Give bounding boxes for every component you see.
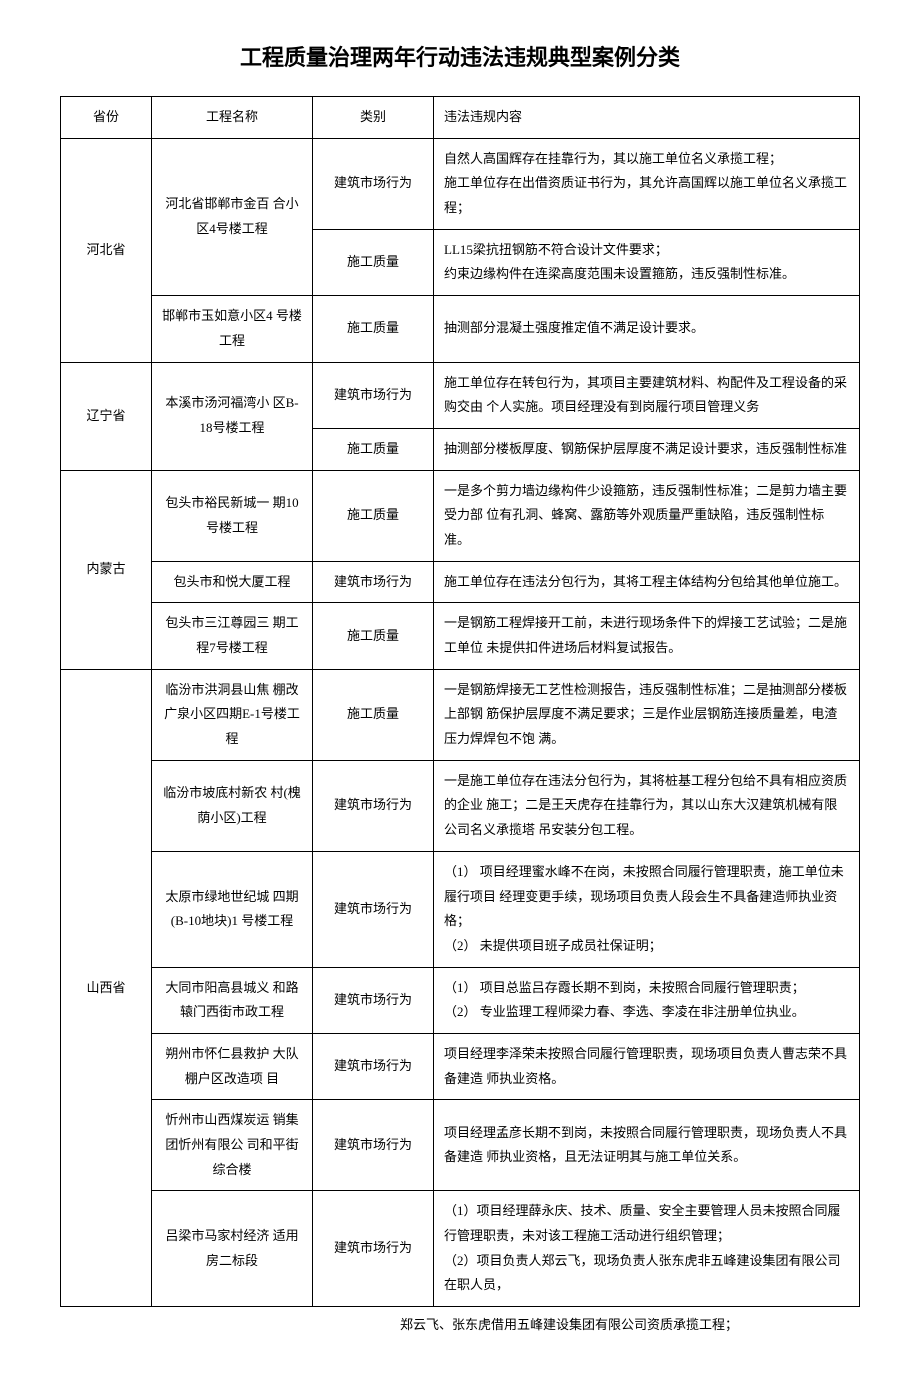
cell-project: 大同市阳高县城义 和路辕门西街市政工程	[152, 967, 313, 1033]
cell-category: 施工质量	[313, 669, 434, 760]
cell-content: LL15梁抗扭钢筋不符合设计文件要求； 约束边缘构件在连梁高度范围未设置箍筋，违…	[434, 229, 860, 295]
cell-category: 建筑市场行为	[313, 1100, 434, 1191]
cell-content: 自然人高国辉存在挂靠行为，其以施工单位名义承揽工程； 施工单位存在出借资质证书行…	[434, 138, 860, 229]
cell-content: 项目经理李泽荣未按照合同履行管理职责，现场项目负责人曹志荣不具备建造 师执业资格…	[434, 1033, 860, 1099]
cases-table: 省份 工程名称 类别 违法违规内容 河北省河北省邯郸市金百 合小区4号楼工程建筑…	[60, 96, 860, 1307]
table-row: 辽宁省本溪市汤河福湾小 区B-18号楼工程建筑市场行为施工单位存在转包行为，其项…	[61, 362, 860, 428]
table-row: 大同市阳高县城义 和路辕门西街市政工程建筑市场行为（1） 项目总监吕存霞长期不到…	[61, 967, 860, 1033]
cell-category: 建筑市场行为	[313, 138, 434, 229]
cell-content: 施工单位存在违法分包行为，其将工程主体结构分包给其他单位施工。	[434, 561, 860, 603]
table-row: 包头市三江尊园三 期工程7号楼工程施工质量一是钢筋工程焊接开工前，未进行现场条件…	[61, 603, 860, 669]
cell-category: 建筑市场行为	[313, 362, 434, 428]
cell-province: 山西省	[61, 669, 152, 1306]
cell-content: （1） 项目总监吕存霞长期不到岗，未按照合同履行管理职责； （2） 专业监理工程…	[434, 967, 860, 1033]
cell-project: 包头市裕民新城一 期10号楼工程	[152, 470, 313, 561]
footnote-text: 郑云飞、张东虎借用五峰建设集团有限公司资质承揽工程；	[60, 1307, 860, 1344]
cell-project: 忻州市山西煤炭运 销集团忻州有限公 司和平街综合楼	[152, 1100, 313, 1191]
cell-project: 本溪市汤河福湾小 区B-18号楼工程	[152, 362, 313, 470]
table-row: 包头市和悦大厦工程建筑市场行为施工单位存在违法分包行为，其将工程主体结构分包给其…	[61, 561, 860, 603]
cell-province: 内蒙古	[61, 470, 152, 669]
cell-project: 河北省邯郸市金百 合小区4号楼工程	[152, 138, 313, 295]
cell-content: 施工单位存在转包行为，其项目主要建筑材料、构配件及工程设备的采购交由 个人实施。…	[434, 362, 860, 428]
cell-category: 建筑市场行为	[313, 1033, 434, 1099]
cell-category: 施工质量	[313, 603, 434, 669]
cell-content: 一是钢筋工程焊接开工前，未进行现场条件下的焊接工艺试验；二是施工单位 未提供扣件…	[434, 603, 860, 669]
table-row: 吕梁市马家村经济 适用房二标段建筑市场行为（1）项目经理薛永庆、技术、质量、安全…	[61, 1191, 860, 1307]
table-row: 忻州市山西煤炭运 销集团忻州有限公 司和平街综合楼建筑市场行为项目经理孟彦长期不…	[61, 1100, 860, 1191]
header-content: 违法违规内容	[434, 97, 860, 139]
cell-category: 施工质量	[313, 229, 434, 295]
cell-project: 包头市和悦大厦工程	[152, 561, 313, 603]
cell-category: 建筑市场行为	[313, 760, 434, 851]
cell-content: 一是施工单位存在违法分包行为，其将桩基工程分包给不具有相应资质的企业 施工；二是…	[434, 760, 860, 851]
cell-category: 建筑市场行为	[313, 851, 434, 967]
cell-content: （1） 项目经理蜜水峰不在岗，未按照合同履行管理职责，施工单位未履行项目 经理变…	[434, 851, 860, 967]
header-project: 工程名称	[152, 97, 313, 139]
cell-content: 项目经理孟彦长期不到岗，未按照合同履行管理职责，现场负责人不具备建造 师执业资格…	[434, 1100, 860, 1191]
cell-category: 建筑市场行为	[313, 1191, 434, 1307]
cell-content: 抽测部分混凝土强度推定值不满足设计要求。	[434, 296, 860, 362]
cell-project: 太原市绿地世纪城 四期(B-10地块)1 号楼工程	[152, 851, 313, 967]
table-header-row: 省份 工程名称 类别 违法违规内容	[61, 97, 860, 139]
table-row: 太原市绿地世纪城 四期(B-10地块)1 号楼工程建筑市场行为（1） 项目经理蜜…	[61, 851, 860, 967]
cell-category: 施工质量	[313, 470, 434, 561]
table-row: 临汾市坡底村新农 村(槐荫小区)工程建筑市场行为一是施工单位存在违法分包行为，其…	[61, 760, 860, 851]
cell-project: 临汾市洪洞县山焦 棚改广泉小区四期E-1号楼工程	[152, 669, 313, 760]
cell-category: 施工质量	[313, 296, 434, 362]
cell-category: 建筑市场行为	[313, 967, 434, 1033]
table-row: 山西省临汾市洪洞县山焦 棚改广泉小区四期E-1号楼工程施工质量一是钢筋焊接无工艺…	[61, 669, 860, 760]
cell-content: 一是钢筋焊接无工艺性检测报告，违反强制性标准；二是抽测部分楼板上部钢 筋保护层厚…	[434, 669, 860, 760]
cell-content: （1）项目经理薛永庆、技术、质量、安全主要管理人员未按照合同履行管理职责，未对该…	[434, 1191, 860, 1307]
document-title: 工程质量治理两年行动违法违规典型案例分类	[60, 40, 860, 72]
table-row: 内蒙古包头市裕民新城一 期10号楼工程施工质量一是多个剪力墙边缘构件少设箍筋，违…	[61, 470, 860, 561]
cell-project: 包头市三江尊园三 期工程7号楼工程	[152, 603, 313, 669]
cell-content: 一是多个剪力墙边缘构件少设箍筋，违反强制性标准；二是剪力墙主要受力部 位有孔洞、…	[434, 470, 860, 561]
header-province: 省份	[61, 97, 152, 139]
cell-project: 吕梁市马家村经济 适用房二标段	[152, 1191, 313, 1307]
cell-content: 抽测部分楼板厚度、钢筋保护层厚度不满足设计要求，违反强制性标准	[434, 428, 860, 470]
header-category: 类别	[313, 97, 434, 139]
cell-province: 河北省	[61, 138, 152, 362]
cell-project: 邯郸市玉如意小区4 号楼工程	[152, 296, 313, 362]
cell-category: 施工质量	[313, 428, 434, 470]
cell-project: 临汾市坡底村新农 村(槐荫小区)工程	[152, 760, 313, 851]
cell-category: 建筑市场行为	[313, 561, 434, 603]
cell-province: 辽宁省	[61, 362, 152, 470]
table-row: 河北省河北省邯郸市金百 合小区4号楼工程建筑市场行为自然人高国辉存在挂靠行为，其…	[61, 138, 860, 229]
table-row: 邯郸市玉如意小区4 号楼工程施工质量抽测部分混凝土强度推定值不满足设计要求。	[61, 296, 860, 362]
table-row: 朔州市怀仁县救护 大队棚户区改造项 目建筑市场行为项目经理李泽荣未按照合同履行管…	[61, 1033, 860, 1099]
cell-project: 朔州市怀仁县救护 大队棚户区改造项 目	[152, 1033, 313, 1099]
